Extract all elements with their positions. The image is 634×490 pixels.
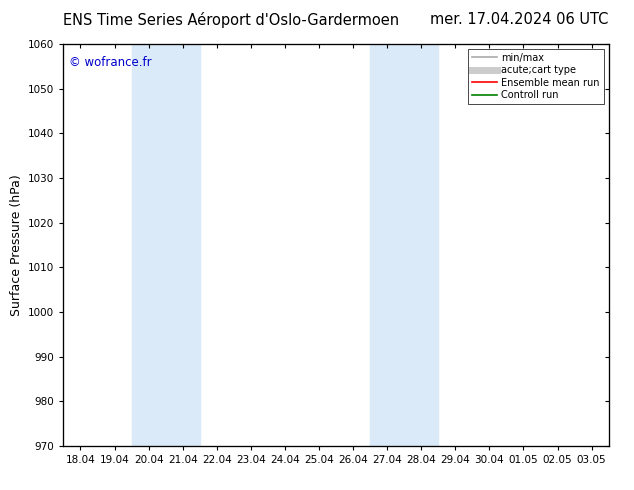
Bar (132, 44, 200, 446)
Text: © wofrance.fr: © wofrance.fr (69, 56, 152, 69)
Legend: min/max, acute;cart type, Ensemble mean run, Controll run: min/max, acute;cart type, Ensemble mean … (469, 49, 604, 104)
Text: ENS Time Series Aéroport d'Oslo-Gardermoen: ENS Time Series Aéroport d'Oslo-Gardermo… (63, 12, 399, 28)
Y-axis label: Surface Pressure (hPa): Surface Pressure (hPa) (10, 174, 23, 316)
Bar (370, 44, 438, 446)
Text: mer. 17.04.2024 06 UTC: mer. 17.04.2024 06 UTC (430, 12, 609, 27)
